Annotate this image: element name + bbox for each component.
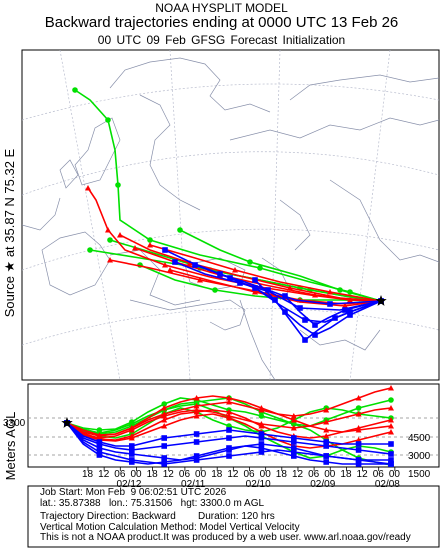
time-tick-label: 00 [389, 469, 401, 480]
time-tick-label: 18 [211, 469, 223, 480]
map-trajectory-15 [252, 277, 382, 338]
height-source-marker [61, 417, 73, 428]
trajectory-direction: Trajectory Direction: Backward Duration:… [40, 511, 275, 523]
map-trajectory-11 [167, 267, 382, 309]
time-tick-label: 06 [308, 469, 320, 480]
date-tick-label: 02/09 [310, 479, 335, 490]
date-tick-label: 02/10 [246, 479, 271, 490]
map-trajectory-9 [147, 242, 382, 302]
height-trajectory-8 [64, 395, 394, 438]
time-tick-label: 12 [163, 469, 175, 480]
height-tick-3000: 3000 [408, 451, 431, 462]
job-info: Job Start: Mon Feb 9 06:02:51 UTC 2026 la… [40, 487, 411, 544]
time-tick-label: 06 [244, 469, 256, 480]
source-marker [375, 295, 387, 306]
time-tick-label: 18 [82, 469, 94, 480]
map-panel [21, 49, 440, 381]
height-tick-1500: 1500 [408, 469, 431, 480]
time-ticks: 18 12 06 00 18 12 06 00 18 12 06 00 18 12 06 00 18 12 06 00… [82, 467, 400, 490]
time-tick-label: 00 [195, 469, 207, 480]
height-trajectory-14 [64, 420, 394, 467]
time-tick-label: 06 [179, 469, 191, 480]
time-tick-label: 18 [276, 469, 288, 480]
time-tick-label: 12 [227, 469, 239, 480]
date-tick-label: 02/11 [181, 479, 206, 490]
model-title: NOAA HYSPLIT MODEL [155, 1, 288, 15]
vertical-method: Vertical Motion Calculation Method: Mode… [40, 521, 300, 533]
forecast-info: 00 UTC 09 Feb GFSG Forecast Initializati… [97, 33, 346, 47]
date-tick-label: 02/08 [375, 479, 400, 490]
time-tick-label: 12 [98, 469, 110, 480]
trajectory-title: Backward trajectories ending at 0000 UTC… [44, 14, 399, 31]
time-tick-label: 00 [260, 469, 272, 480]
height-trajectories [64, 385, 394, 467]
job-start: Job Start: Mon Feb 9 06:02:51 UTC 2026 [40, 487, 227, 498]
time-tick-label: 12 [357, 469, 369, 480]
time-tick-label: 12 [292, 469, 304, 480]
date-tick-label: 02/12 [116, 479, 141, 490]
job-location: lat.: 35.87388 lon.: 75.31506 hgt: 3300.… [40, 497, 265, 509]
height-tick-4500: 4500 [408, 433, 431, 444]
time-tick-label: 18 [147, 469, 159, 480]
map-trajectory-17 [282, 293, 382, 328]
map-trajectory-4 [177, 227, 382, 302]
start-height-label: 3300 [3, 418, 26, 429]
info-box [27, 485, 440, 548]
height-trajectory-13 [64, 420, 394, 449]
time-tick-label: 00 [130, 469, 142, 480]
disclaimer: This is not a NOAA product.It was produc… [40, 532, 411, 544]
time-tick-label: 00 [324, 469, 336, 480]
time-tick-label: 06 [373, 469, 385, 480]
time-tick-label: 18 [340, 469, 352, 480]
trajectory-lines [72, 87, 384, 343]
map-graticule [22, 50, 439, 380]
map-trajectory-16 [192, 262, 382, 323]
time-tick-label: 06 [114, 469, 126, 480]
height-panel: 3300 4500 3000 1500 18 12 06 00 18 12 06 00 18 12… [3, 383, 440, 490]
